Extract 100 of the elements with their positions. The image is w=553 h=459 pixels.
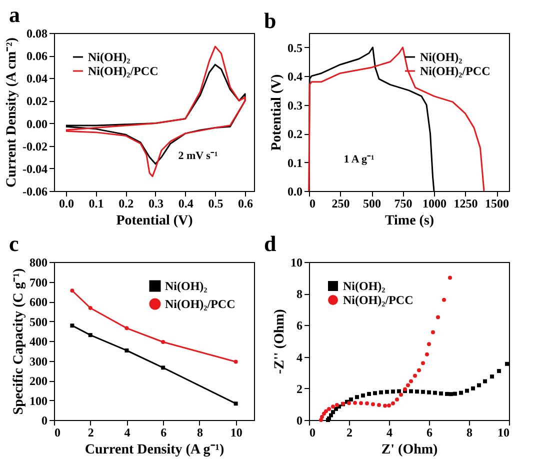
point	[367, 392, 371, 396]
y-tick-label: 0.5	[288, 40, 302, 55]
chart-title: b	[264, 8, 276, 33]
x-tick-label: 8	[196, 426, 203, 440]
point	[365, 401, 369, 406]
point	[371, 402, 375, 406]
x-tick-label: 0.0	[58, 196, 74, 210]
x-tick-label: 0	[310, 426, 316, 440]
x-tick-label: 6	[426, 426, 432, 440]
x-tick-label: 0	[54, 426, 60, 440]
annotation: 2 mV s⁻¹	[178, 150, 218, 162]
legend-label: Ni(OH)₂	[420, 50, 463, 64]
line-series	[65, 64, 246, 165]
point	[349, 397, 353, 402]
legend-label: Ni(OH)₂/PCC	[165, 297, 236, 311]
point	[415, 390, 419, 394]
chart-title: a	[9, 2, 20, 27]
point	[421, 390, 425, 394]
point	[453, 392, 457, 396]
point	[329, 413, 333, 418]
y-tick-label: 0.08	[26, 26, 48, 40]
point	[505, 362, 509, 366]
y-tick-label: 200	[30, 374, 48, 388]
y-tick-label: 0.3	[288, 98, 302, 112]
point	[124, 348, 129, 352]
x-tick-label: 1500	[485, 196, 509, 210]
point	[448, 276, 452, 280]
point	[88, 306, 92, 310]
y-tick-label: 100	[30, 394, 48, 408]
y-tick-label: -0.02	[22, 139, 48, 154]
point	[331, 410, 335, 414]
x-tick-label: 0.5	[208, 196, 224, 210]
point	[359, 401, 363, 406]
x-tick-label: 10	[230, 426, 242, 440]
point	[385, 390, 389, 394]
point	[391, 401, 395, 406]
point	[124, 326, 129, 330]
chart-title: d	[264, 231, 276, 256]
x-tick-label: 2	[346, 426, 352, 440]
point	[471, 386, 475, 390]
y-tick-label: 0.04	[26, 72, 48, 86]
line-series	[65, 46, 246, 178]
x-tick-label: 10	[498, 426, 510, 440]
legend-label: Ni(OH)₂	[88, 50, 131, 64]
y-tick-label: 8	[296, 287, 302, 302]
x-tick-label: 250	[332, 196, 350, 210]
y-tick-label: 500	[30, 314, 48, 329]
x-tick-label: 0.4	[178, 196, 194, 210]
legend-label: Ni(OH)₂	[165, 279, 208, 293]
point	[427, 390, 431, 394]
y-axis-title: Potential (V)	[270, 74, 284, 151]
point	[377, 402, 381, 407]
x-axis-title: Current Density (A g⁻¹)	[84, 442, 224, 458]
legend-label: Ni(OH)₂/PCC	[343, 293, 414, 307]
x-axis-title: Z' (Ohm)	[381, 442, 438, 458]
point	[391, 390, 395, 394]
point	[355, 395, 359, 400]
point	[373, 391, 377, 396]
y-tick-label: 6	[296, 318, 302, 333]
point	[319, 418, 323, 422]
point	[399, 392, 403, 397]
y-tick-label: -0.06	[22, 184, 48, 198]
y-tick-label: 0.0	[288, 184, 302, 198]
x-tick-label: 0	[310, 196, 316, 210]
point	[395, 397, 399, 402]
legend-label: Ni(OH)₂	[343, 279, 386, 293]
chart-title: c	[9, 231, 19, 256]
point	[361, 394, 365, 398]
x-tick-label: 750	[394, 196, 412, 210]
point	[436, 315, 440, 320]
point	[234, 360, 238, 364]
point	[445, 392, 449, 396]
point	[88, 333, 92, 338]
y-axis-title: -Z'' (Ohm)	[272, 308, 288, 374]
point	[409, 379, 413, 384]
y-tick-label: 0.4	[288, 70, 302, 84]
point	[413, 374, 417, 378]
y-tick-label: 400	[30, 334, 48, 348]
legend-label: Ni(OH)₂/PCC	[420, 64, 490, 78]
point	[431, 330, 435, 334]
point	[427, 342, 431, 346]
point	[425, 352, 429, 356]
y-tick-label: -0.04	[22, 162, 48, 176]
point	[409, 389, 413, 394]
point	[483, 379, 487, 384]
point	[234, 402, 238, 406]
y-tick-label: 0	[42, 414, 48, 428]
point	[465, 388, 469, 393]
point	[379, 390, 383, 394]
point	[421, 361, 425, 366]
point	[459, 390, 463, 395]
point	[353, 400, 357, 405]
y-tick-label: 0.02	[26, 94, 48, 108]
x-tick-label: 0.2	[118, 196, 134, 210]
y-axis-title: Specific Capacity (C g⁻¹)	[12, 268, 26, 415]
point	[417, 368, 421, 372]
y-tick-label: 2	[296, 382, 302, 396]
y-tick-label: 700	[30, 275, 48, 290]
point	[406, 383, 410, 388]
legend-label: Ni(OH)₂/PCC	[88, 64, 158, 78]
